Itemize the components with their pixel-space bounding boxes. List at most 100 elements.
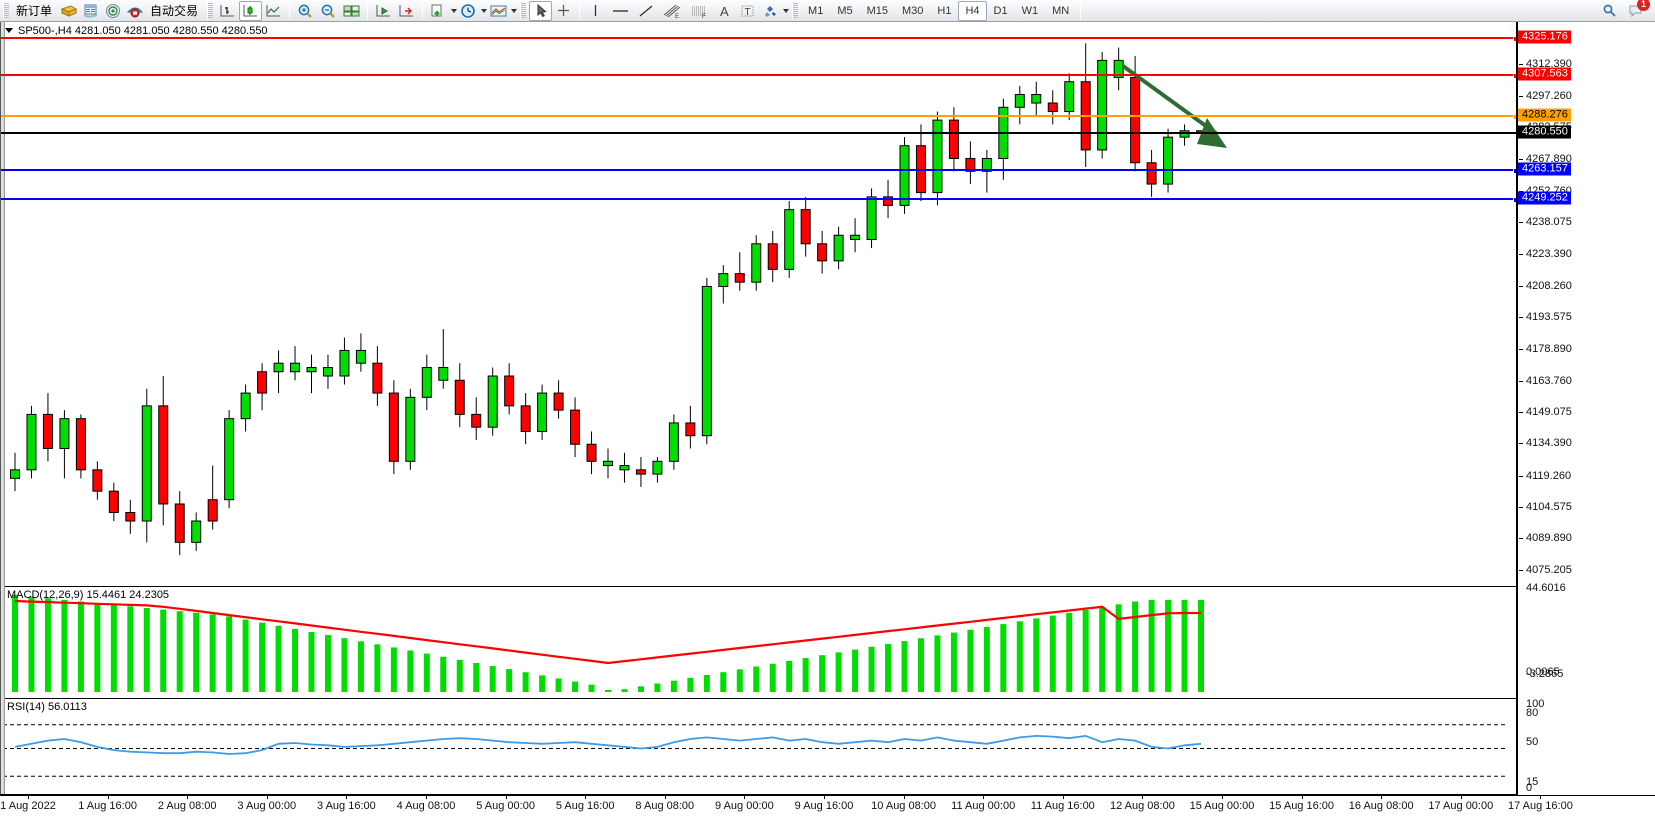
templates-button[interactable] xyxy=(487,1,510,21)
period-caret-icon[interactable] xyxy=(481,8,488,13)
rsi-scale-label: 80 xyxy=(1526,707,1539,719)
crosshair-icon xyxy=(558,4,570,16)
chart-title-bar[interactable]: SP500-,H4 4281.050 4281.050 4280.550 428… xyxy=(1,22,268,39)
price-level-tag[interactable]: 4280.550 xyxy=(1518,125,1571,139)
timeframe-d1-label: D1 xyxy=(993,4,1008,17)
zoom-out-button[interactable] xyxy=(317,1,340,21)
price-tick-label: 4149.075 xyxy=(1526,406,1572,419)
price-level-tag[interactable]: 4307.563 xyxy=(1518,67,1571,81)
timeframe-h4[interactable]: H4 xyxy=(958,0,987,21)
timeframe-group-grip[interactable] xyxy=(792,2,799,19)
objects-caret-icon[interactable] xyxy=(783,8,790,13)
notifications-button[interactable]: 1 xyxy=(1625,0,1650,21)
add-indicator-button[interactable] xyxy=(427,1,450,21)
price-level-tag[interactable]: 4325.176 xyxy=(1518,30,1571,44)
price-tick xyxy=(1519,63,1523,65)
tile-windows-button[interactable] xyxy=(340,1,363,21)
objects-icon xyxy=(765,5,777,17)
price-tick-label: 4193.575 xyxy=(1526,311,1572,324)
templates-caret-icon[interactable] xyxy=(511,8,518,13)
crosshair-button[interactable] xyxy=(552,1,575,21)
toolbar-separator-5 xyxy=(1080,2,1082,19)
price-level-line-current-price[interactable] xyxy=(1,131,1516,134)
price-level-line-resistance[interactable] xyxy=(1,73,1516,80)
horizontal-line-button[interactable] xyxy=(607,1,634,21)
price-tick-label: 4238.075 xyxy=(1526,216,1572,229)
timeframe-m30[interactable]: M30 xyxy=(895,1,930,21)
timeframe-m5[interactable]: M5 xyxy=(830,1,859,21)
timeframe-d1[interactable]: D1 xyxy=(987,1,1015,21)
rsi-scale-label: 0 xyxy=(1526,782,1533,794)
search-button[interactable] xyxy=(1599,1,1621,21)
price-level-line-support[interactable] xyxy=(1,167,1516,174)
time-axis-label: 9 Aug 00:00 xyxy=(715,800,774,812)
add-indicator-caret-icon[interactable] xyxy=(451,8,458,13)
price-scale[interactable]: 4312.3904297.2604282.5754267.8904252.760… xyxy=(1517,22,1655,795)
price-tick xyxy=(1519,96,1523,98)
candlestick-chart-button[interactable] xyxy=(239,0,263,21)
timeframe-m15[interactable]: M15 xyxy=(860,1,895,21)
price-level-tag[interactable]: 4288.276 xyxy=(1518,108,1571,122)
line-chart-icon xyxy=(266,4,281,16)
wallet-icon-button[interactable] xyxy=(58,1,80,21)
bar-chart-button[interactable] xyxy=(216,1,239,21)
toolbar-grip[interactable] xyxy=(3,2,9,19)
price-level-line-resistance[interactable] xyxy=(1,35,1516,42)
chart-shift-button[interactable] xyxy=(395,1,418,21)
chart-menu-caret-icon[interactable] xyxy=(5,28,13,33)
navigator-button[interactable] xyxy=(124,1,146,21)
text-button[interactable]: A xyxy=(713,1,736,21)
price-level-tag[interactable]: 4249.252 xyxy=(1518,191,1571,205)
price-level-line-support[interactable] xyxy=(1,197,1516,204)
price-tick xyxy=(1519,317,1523,319)
zoom-group xyxy=(294,0,363,22)
price-tick-label: 4178.890 xyxy=(1526,342,1572,355)
autoscroll-icon xyxy=(376,4,391,16)
timeframe-mn-label: MN xyxy=(1052,4,1070,17)
price-level-handle[interactable] xyxy=(1513,197,1516,204)
time-axis-label: 16 Aug 08:00 xyxy=(1348,800,1414,812)
price-tick xyxy=(1519,475,1523,477)
price-level-handle[interactable] xyxy=(1513,167,1516,174)
chart-type-group-grip[interactable] xyxy=(207,2,214,19)
price-level-line-pivot[interactable] xyxy=(1,114,1516,121)
timeframe-mn[interactable]: MN xyxy=(1045,1,1076,21)
price-level-handle[interactable] xyxy=(1513,114,1516,121)
price-pane[interactable] xyxy=(1,22,1516,585)
new-order-button[interactable]: 新订单 xyxy=(12,1,58,21)
timeframe-m1[interactable]: M1 xyxy=(801,1,830,21)
timeframe-w1[interactable]: W1 xyxy=(1015,1,1046,21)
price-tick-label: 4134.390 xyxy=(1526,437,1572,450)
time-tick xyxy=(1062,796,1064,799)
fibonacci-button[interactable]: F xyxy=(686,1,713,21)
timeframe-h1[interactable]: H1 xyxy=(930,1,958,21)
trendline-button[interactable] xyxy=(634,1,659,21)
rsi-pane[interactable]: RSI(14) 56.0113 xyxy=(1,698,1516,794)
price-level-handle[interactable] xyxy=(1513,35,1516,42)
time-tick xyxy=(1540,796,1542,799)
market-watch-button[interactable] xyxy=(80,1,102,21)
macd-pane[interactable]: MACD(12,26,9) 15.4461 24.2305 xyxy=(1,586,1516,696)
equidistant-channel-button[interactable]: E xyxy=(659,1,686,21)
zoom-in-button[interactable] xyxy=(294,1,317,21)
line-chart-button[interactable] xyxy=(262,1,285,21)
chart-canvas[interactable]: MACD(12,26,9) 15.4461 24.2305 RSI(14) 56… xyxy=(0,22,1517,795)
time-axis[interactable]: 1 Aug 2022 1 Aug 16:00 2 Aug 08:00 3 Aug 00… xyxy=(0,795,1655,818)
drawing-group-grip[interactable] xyxy=(520,2,527,19)
rsi-scale-label: 100 xyxy=(1526,698,1545,710)
cursor-button[interactable] xyxy=(529,0,553,21)
timeframe-m1-label: M1 xyxy=(808,4,824,17)
time-tick xyxy=(107,796,109,799)
vertical-line-button[interactable] xyxy=(584,1,607,21)
data-window-button[interactable] xyxy=(102,1,124,21)
text-label-button[interactable]: T xyxy=(736,1,759,21)
auto-trading-button[interactable]: 自动交易 xyxy=(146,1,204,21)
price-tick-label: 4104.575 xyxy=(1526,501,1572,513)
autoscroll-button[interactable] xyxy=(372,1,395,21)
price-level-tag[interactable]: 4263.157 xyxy=(1518,162,1571,176)
objects-button[interactable] xyxy=(759,1,782,21)
period-button[interactable] xyxy=(457,1,480,21)
time-axis-label: 1 Aug 2022 xyxy=(0,800,56,812)
cursor-icon xyxy=(537,3,547,17)
price-level-handle[interactable] xyxy=(1513,73,1516,80)
